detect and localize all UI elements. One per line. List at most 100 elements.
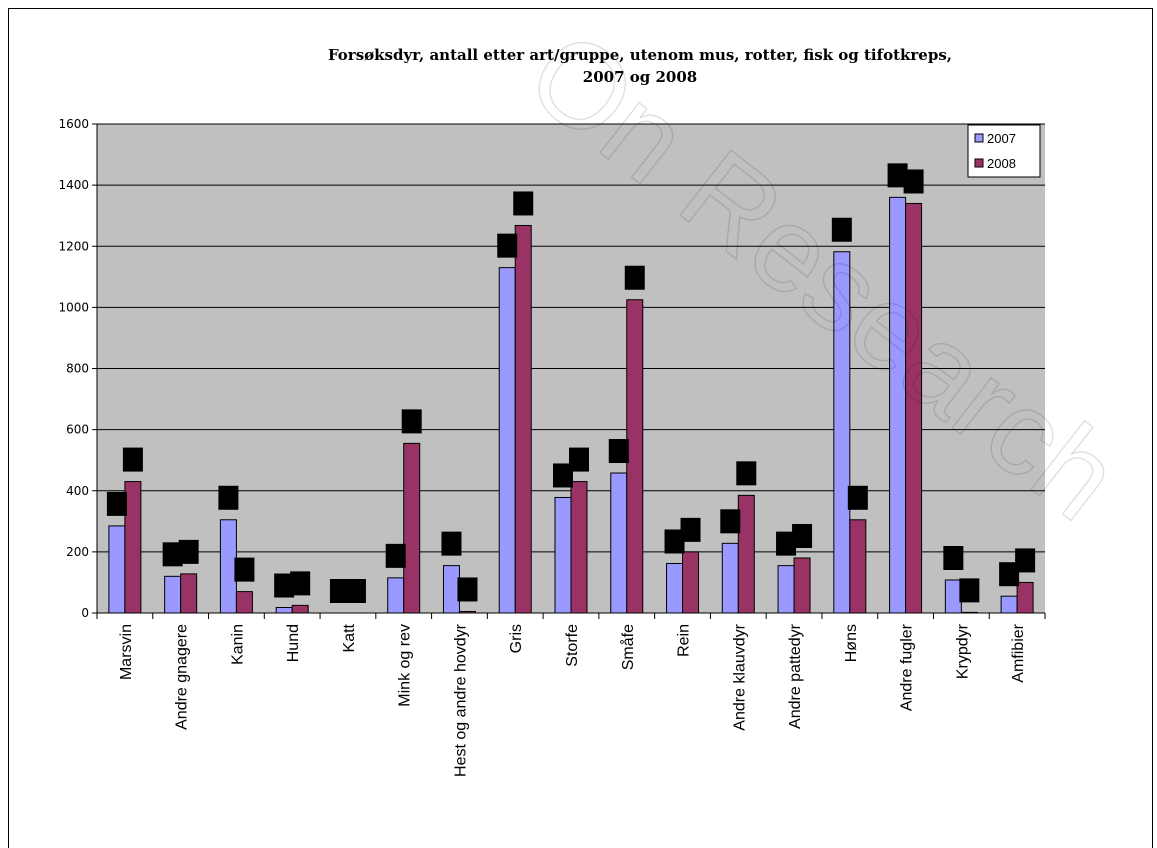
bars (108, 196, 1034, 614)
y-axis: 0 200 400 600 800 1000 1200 1400 1600 (58, 117, 98, 620)
bar-2007-6 (442, 565, 460, 614)
bar-2007-10 (666, 562, 684, 614)
bar-2007-0 (108, 525, 126, 614)
data-label-2008-16 (1015, 548, 1036, 573)
bar-2008-3 (291, 604, 309, 614)
bar-2007-9 (610, 472, 628, 614)
bar-2008-5 (403, 442, 421, 614)
bar-2007-16 (1000, 595, 1018, 614)
data-label-2007-10 (664, 529, 685, 554)
data-label-2008-6 (457, 577, 478, 602)
x-tick-label: Amfibier (1010, 623, 1027, 682)
data-label-2007-12 (776, 531, 797, 556)
chart-frame (8, 8, 1153, 848)
bar-2008-16 (1016, 581, 1034, 614)
data-label-2008-3 (290, 571, 311, 596)
x-tick-label: Marsvin (118, 624, 135, 680)
y-tick-label: 0 (81, 606, 89, 620)
bar-2008-2 (235, 591, 253, 614)
chart-title-line1: Forsøksdyr, antall etter art/gruppe, ute… (327, 46, 953, 64)
x-tick-label: Andre klauvdyr (731, 623, 748, 730)
bar-2007-3 (275, 606, 293, 614)
y-tick-label: 1400 (58, 178, 89, 192)
data-label-2008-14 (903, 169, 924, 194)
legend-label-2008: 2008 (987, 156, 1016, 171)
data-label-2008-1 (178, 539, 199, 564)
x-tick-label: Hest og andre hovdyr (452, 623, 469, 777)
data-label-2008-7 (513, 191, 534, 216)
x-tick-label: Katt (341, 623, 358, 652)
y-tick-label: 1600 (58, 117, 89, 131)
y-tick-label: 1200 (58, 239, 89, 253)
data-label-2007-7 (497, 233, 518, 258)
data-label-2007-15 (943, 545, 964, 570)
data-label-2007-0 (106, 491, 127, 516)
y-tick-label: 200 (66, 545, 89, 559)
y-tick-label: 400 (66, 484, 89, 498)
legend-label-2007: 2007 (987, 131, 1016, 146)
bar-2008-11 (737, 494, 755, 614)
data-label-2007-5 (385, 543, 406, 568)
data-label-2007-2 (218, 485, 239, 510)
bar-2008-14 (905, 202, 923, 614)
data-label-2008-8 (569, 447, 589, 472)
bar-2007-2 (219, 519, 237, 614)
data-label-2007-9 (608, 439, 629, 464)
x-tick-label: Rein (676, 624, 693, 657)
chart-title-line2: 2007 og 2008 (582, 68, 698, 86)
legend: 2007 2008 (967, 124, 1041, 178)
bar-2008-9 (626, 299, 644, 614)
x-tick-label: Gris (508, 624, 525, 653)
x-tick-label: Mink og rev (397, 624, 414, 707)
bar-2007-8 (554, 496, 572, 614)
x-tick-label: Andre fugler (899, 623, 916, 711)
x-tick-label: Andre pattedyr (787, 623, 804, 729)
data-label-2007-4 (329, 579, 350, 603)
bar-2008-1 (180, 573, 198, 614)
data-label-2008-9 (624, 265, 645, 290)
y-tick-label: 800 (66, 362, 89, 376)
bar-2007-5 (387, 577, 405, 614)
x-tick-label: Andre gnagere (174, 624, 191, 730)
data-labels (106, 163, 1036, 603)
x-tick-label: Krypdyr (954, 623, 971, 679)
data-label-2007-8 (553, 463, 573, 488)
bar-2008-0 (124, 481, 142, 614)
bar-2007-7 (498, 267, 516, 614)
bar-2007-13 (833, 251, 851, 614)
legend-swatch-2008 (974, 158, 984, 168)
bar-2007-12 (777, 565, 795, 614)
data-label-2007-16 (999, 562, 1020, 587)
data-label-2008-4 (345, 579, 366, 603)
data-label-2007-11 (720, 509, 741, 534)
data-label-2008-15 (959, 578, 980, 603)
bar-2007-1 (164, 575, 182, 614)
bar-2007-15 (944, 579, 962, 614)
bar-2007-14 (889, 196, 907, 614)
y-tick-label: 1000 (58, 300, 89, 314)
data-label-2008-0 (122, 447, 143, 472)
y-tick-label: 600 (66, 423, 89, 437)
bar-2008-13 (849, 519, 867, 614)
data-label-2008-13 (847, 485, 868, 510)
data-label-2008-2 (234, 557, 255, 582)
x-tick-label: Småfe (619, 624, 637, 670)
data-label-2008-11 (736, 461, 757, 486)
data-label-2007-6 (441, 531, 462, 556)
x-tick-label: Kanin (229, 624, 246, 665)
x-tick-label: Høns (843, 624, 860, 662)
x-tick-label: Hund (285, 624, 302, 662)
data-label-2007-14 (887, 163, 908, 188)
data-label-2008-12 (792, 523, 813, 548)
data-label-2008-10 (680, 517, 701, 542)
x-axis: Marsvin Andre gnagere Kanin Hund Katt Mink og… (96, 612, 1046, 777)
data-label-2008-5 (401, 409, 422, 434)
bar-2008-7 (514, 224, 532, 614)
data-label-2007-13 (831, 217, 852, 242)
chart-title: Forsøksdyr, antall etter art/gruppe, ute… (230, 44, 1050, 88)
gridlines (97, 123, 1045, 553)
data-label-2007-1 (162, 542, 183, 567)
x-tick-label: Storfe (564, 624, 581, 667)
bar-2007-11 (721, 542, 739, 614)
